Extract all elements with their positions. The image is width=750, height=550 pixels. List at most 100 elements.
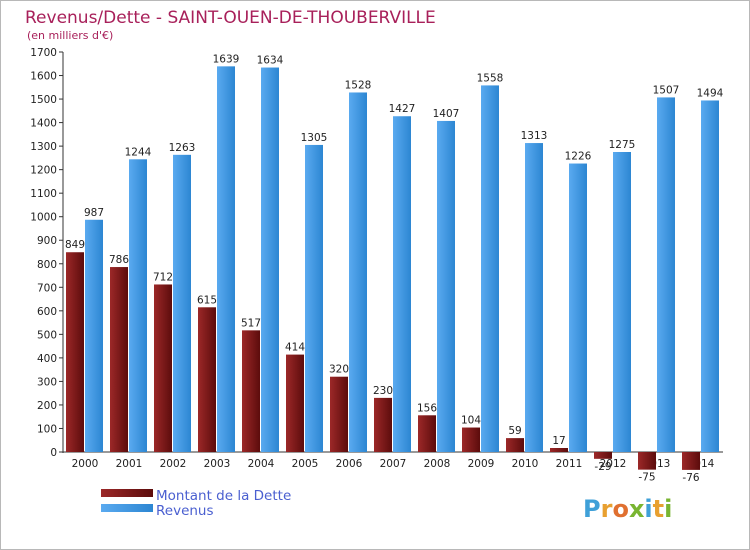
chart-subtitle: (en milliers d'€) xyxy=(27,29,113,42)
bar-revenus-label: 1494 xyxy=(697,87,724,99)
bar-revenus-label: 1427 xyxy=(389,103,416,115)
proxiti-logo: Proxiti xyxy=(583,495,672,523)
x-tick-label: 2003 xyxy=(204,458,231,470)
svg-text:Proxiti: Proxiti xyxy=(583,495,672,523)
bar-revenus-label: 1313 xyxy=(521,130,548,142)
value-labels: 849 786 712 615 517 414 320 230 156 104 59 17 -29 -75… xyxy=(65,53,724,484)
x-tick-label: 2010 xyxy=(512,458,539,470)
bar-dette-label: 849 xyxy=(65,239,85,251)
bar-dette xyxy=(506,438,524,452)
bar-dette xyxy=(682,452,700,470)
bar-dette-label: 517 xyxy=(241,317,261,329)
x-tick-label: 2000 xyxy=(72,458,99,470)
bar-revenus xyxy=(129,159,147,452)
bar-dette xyxy=(110,267,128,452)
bar-revenus xyxy=(217,66,235,453)
legend-swatch-dette xyxy=(101,489,153,497)
bar-dette-label: 320 xyxy=(329,364,349,376)
bar-dette xyxy=(374,397,392,452)
y-tick-label: 1600 xyxy=(30,71,57,83)
y-tick-label: 700 xyxy=(37,282,57,294)
bar-dette-label: -76 xyxy=(682,472,699,484)
bar-revenus xyxy=(393,116,411,452)
x-tick-label: 2012 xyxy=(600,458,627,470)
y-tick-label: 1000 xyxy=(30,212,57,224)
legend-label-dette: Montant de la Dette xyxy=(156,488,291,504)
bar-revenus xyxy=(349,92,367,453)
x-tick-label: 2005 xyxy=(292,458,319,470)
bar-revenus xyxy=(481,85,499,452)
bars xyxy=(66,66,719,470)
bar-dette-label: -29 xyxy=(594,461,611,473)
x-tick-label: 2001 xyxy=(116,458,143,470)
bar-dette-label: -75 xyxy=(638,472,655,484)
bar-dette-label: 786 xyxy=(109,254,129,266)
bar-revenus xyxy=(261,67,279,452)
bar-dette xyxy=(638,452,656,470)
bar-revenus xyxy=(173,154,191,452)
x-tick-label: 2009 xyxy=(468,458,495,470)
y-tick-label: 100 xyxy=(37,423,57,435)
x-tick-label: 2006 xyxy=(336,458,363,470)
bar-dette-label: 59 xyxy=(508,425,521,437)
chart-title: Revenus/Dette - SAINT-OUEN-DE-THOUBERVIL… xyxy=(25,8,436,28)
bar-dette xyxy=(154,284,172,452)
y-tick-label: 200 xyxy=(37,400,57,412)
bar-revenus-label: 1263 xyxy=(169,142,196,154)
bar-revenus xyxy=(85,219,103,452)
x-tick-label: 2007 xyxy=(380,458,407,470)
bar-revenus-label: 1528 xyxy=(345,79,372,91)
x-tick-label: 2004 xyxy=(248,458,275,470)
y-tick-label: 1100 xyxy=(30,188,57,200)
bar-dette xyxy=(330,376,348,452)
y-tick-label: 1300 xyxy=(30,141,57,153)
x-tick-label: 2011 xyxy=(556,458,583,470)
bar-revenus-label: 1558 xyxy=(477,72,504,84)
y-tick-label: 600 xyxy=(37,306,57,318)
bar-revenus-label: 1639 xyxy=(213,53,240,65)
x-tick-label: 2002 xyxy=(160,458,187,470)
bar-dette-label: 156 xyxy=(417,402,437,414)
bar-dette-label: 414 xyxy=(285,342,305,354)
y-tick-label: 300 xyxy=(37,376,57,388)
y-tick-label: 1400 xyxy=(30,118,57,130)
legend: Montant de la Dette Revenus xyxy=(101,488,291,519)
bar-dette xyxy=(66,252,84,452)
bar-dette-label: 104 xyxy=(461,415,481,427)
bar-dette xyxy=(242,330,260,452)
bar-dette-label: 615 xyxy=(197,294,217,306)
y-tick-label: 1200 xyxy=(30,165,57,177)
bar-dette xyxy=(550,448,568,452)
y-tick-label: 400 xyxy=(37,353,57,365)
y-tick-label: 500 xyxy=(37,329,57,341)
bar-revenus xyxy=(657,97,675,452)
bar-revenus xyxy=(525,143,543,452)
y-tick-label: 1700 xyxy=(30,47,57,59)
bar-revenus-label: 1244 xyxy=(125,146,152,158)
bar-dette xyxy=(198,307,216,452)
bar-revenus-label: 1305 xyxy=(301,132,328,144)
y-tick-label: 0 xyxy=(50,447,57,459)
bar-revenus-label: 1507 xyxy=(653,84,680,96)
bar-revenus-label: 1407 xyxy=(433,108,460,120)
legend-label-revenus: Revenus xyxy=(156,503,214,519)
bar-revenus xyxy=(569,163,587,452)
y-tick-label: 900 xyxy=(37,235,57,247)
bar-dette-label: 230 xyxy=(373,385,393,397)
bar-dette-label: 17 xyxy=(552,435,565,447)
bar-revenus xyxy=(437,120,455,453)
legend-swatch-revenus xyxy=(101,504,153,512)
bar-dette xyxy=(594,452,612,459)
x-tick-label: 2008 xyxy=(424,458,451,470)
bar-revenus-label: 1275 xyxy=(609,139,636,151)
bar-revenus-label: 987 xyxy=(84,207,104,219)
bar-revenus xyxy=(701,100,719,453)
bar-dette-label: 712 xyxy=(153,271,173,283)
bar-revenus xyxy=(613,152,631,452)
bar-dette xyxy=(286,354,304,452)
y-tick-label: 1500 xyxy=(30,94,57,106)
y-tick-label: 800 xyxy=(37,259,57,271)
bar-revenus-label: 1634 xyxy=(257,55,284,67)
